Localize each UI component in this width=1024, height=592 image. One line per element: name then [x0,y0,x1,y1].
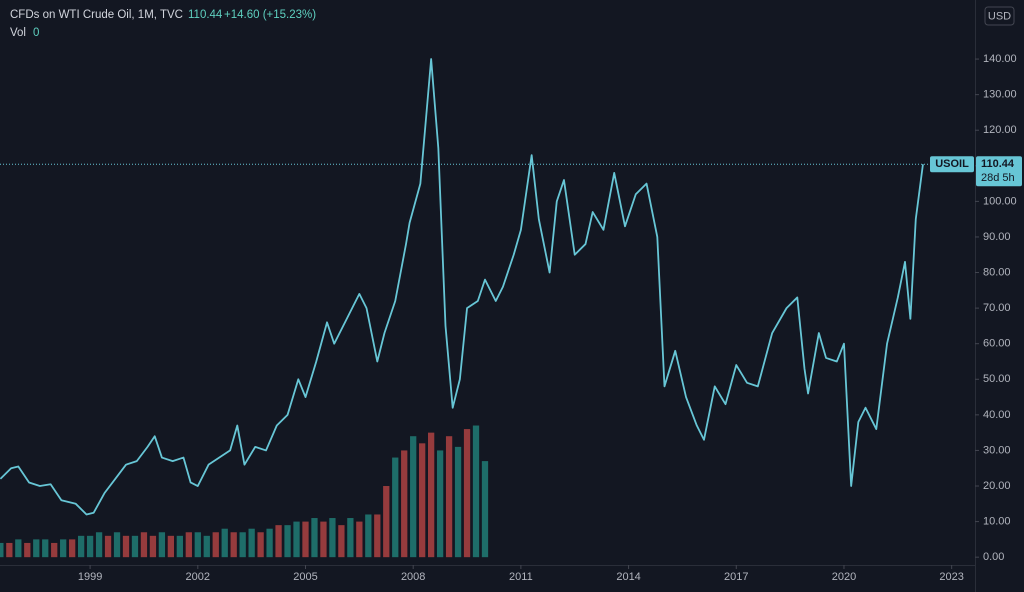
volume-bar [275,525,282,558]
volume-bar [436,450,444,558]
volume-bar [77,535,85,558]
volume-bar [481,461,489,558]
y-tick-label: 70.00 [983,302,1011,314]
volume-bar [427,432,435,558]
x-tick-label: 2011 [509,571,533,583]
volume-bar [131,535,139,558]
y-tick-label: 20.00 [983,480,1011,492]
y-tick-label: 120.00 [983,124,1017,136]
x-tick-label: 2014 [616,571,640,583]
price-tag-label: 110.44 [981,158,1015,170]
last-price: 110.44 [188,9,223,21]
volume-bar [185,532,192,558]
symbol-tag [930,156,974,173]
y-tick-label: 50.00 [983,373,1011,385]
volume-bar [212,532,219,558]
volume-bar [463,429,471,558]
y-tick-label: 40.00 [983,409,1011,421]
y-tick-label: 130.00 [983,89,1017,101]
y-tick-label: 80.00 [983,266,1011,278]
currency[interactable]: USD [988,10,1011,22]
volume-bar [221,528,228,558]
volume-bar [266,528,273,558]
volume-bar [24,542,31,558]
y-tick-label: 90.00 [983,231,1011,243]
volume-bar [239,532,246,558]
volume-bar [320,521,327,558]
volume-bar [194,532,201,558]
plot-layer [0,58,930,516]
volume-value: 0 [33,27,39,39]
volume-bar [113,532,121,558]
volume-bar [158,532,166,558]
y-tick-label: 100.00 [983,195,1017,207]
x-tick-label: 2008 [401,571,425,583]
volume-bar [140,532,148,558]
volume-bar [284,525,291,558]
x-tick-label: 2017 [724,571,748,583]
volume-bar [347,518,354,558]
volume-bar [0,542,4,558]
volume-bar [86,535,94,558]
chart-title: CFDs on WTI Crude Oil, 1M, TVC [10,9,183,21]
volume-bar [365,514,372,558]
countdown-label: 28d 5h [981,172,1015,184]
volume-bar [311,518,318,558]
volume-bar [445,436,453,558]
volume-bar [472,425,480,558]
y-tick-label: 140.00 [983,53,1017,65]
volume-bar [383,486,390,558]
volume-bar [51,542,58,558]
x-tick-label: 2020 [832,571,856,583]
volume-bar [176,535,183,558]
volume-bar [392,457,399,558]
volume-bar [104,535,112,558]
volume-bar [454,446,462,558]
volume-bar [329,518,336,558]
volume-bar [401,450,408,558]
volume-bar [15,539,22,558]
volume-bar [356,521,363,558]
volume-bar [167,535,175,558]
volume-bar [410,436,417,558]
x-tick-label: 2005 [293,571,317,583]
price-change: +14.60 (+15.23%) [224,9,316,21]
volume-bar [42,539,49,558]
x-tick-label: 2002 [186,571,210,583]
price-tag [976,156,1022,187]
volume-bar [203,535,210,558]
symbol-label: USOIL [935,158,969,170]
volume-label: Vol [10,27,26,39]
y-tick-label: 10.00 [983,515,1011,527]
volume-bar [95,532,103,558]
volume-bar [257,532,264,558]
volume-bar [122,535,130,558]
volume-bar [149,535,157,558]
volume-layer [0,425,489,558]
price-line [0,58,924,516]
volume-bar [6,542,13,558]
y-tick-label: 0.00 [983,551,1004,563]
volume-bar [69,539,76,558]
volume-bar [419,443,426,558]
y-tick-label: 30.00 [983,444,1011,456]
volume-bar [33,539,40,558]
axes-layer: 0.00 10.00 20.00 30.00 40.00 50.00 60.00 70.00 8… [78,53,1022,583]
volume-bar [60,539,67,558]
volume-bar [302,521,309,558]
currency-box[interactable] [984,6,1015,26]
volume-bar [374,514,381,558]
volume-bar [248,528,255,558]
x-tick-label: 1999 [78,571,102,583]
x-tick-label: 2023 [939,571,963,583]
volume-bar [293,521,300,558]
volume-bar [230,532,237,558]
y-tick-label: 60.00 [983,338,1011,350]
volume-bar [338,525,345,558]
